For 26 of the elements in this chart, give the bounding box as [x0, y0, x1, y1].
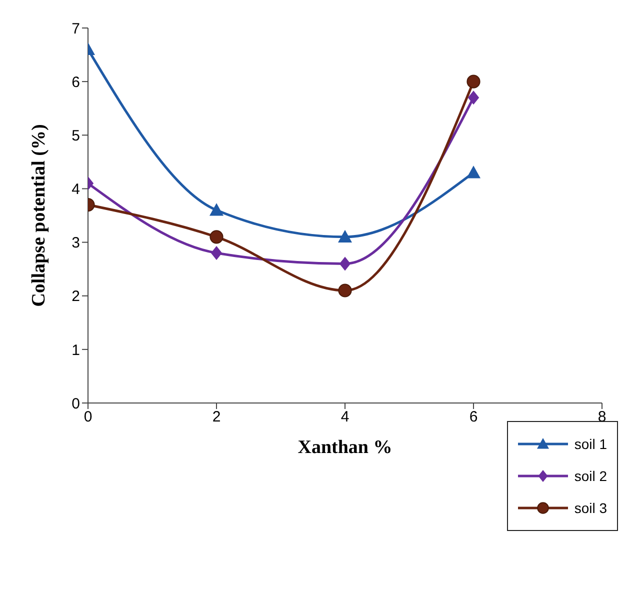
y-tick-label: 4: [72, 181, 80, 198]
point: [210, 246, 222, 260]
point: [466, 74, 480, 88]
point: [338, 284, 352, 298]
y-tick-label: 5: [72, 127, 80, 144]
x-tick-label: 4: [340, 408, 350, 426]
point: [338, 230, 352, 243]
point: [210, 230, 224, 244]
legend-label: soil 1: [574, 436, 607, 452]
x-axis-title: Xanthan %: [298, 437, 392, 458]
point: [468, 90, 480, 105]
y-tick-label: 2: [72, 288, 80, 306]
point: [339, 256, 351, 271]
y-axis-title: Collapse potential (%): [28, 124, 50, 307]
legend-label: soil 2: [574, 468, 607, 484]
legend-label: soil 3: [574, 500, 607, 516]
x-tick-label: 2: [212, 408, 221, 426]
y-tick-label: 0: [72, 395, 80, 412]
point: [210, 203, 224, 216]
y-tick-label: 7: [72, 20, 80, 38]
y-tick-label: 1: [72, 342, 80, 359]
point: [466, 166, 480, 178]
x-tick-label: 6: [469, 408, 478, 426]
x-tick-label: 0: [84, 408, 92, 426]
y-tick-label: 3: [72, 234, 80, 252]
y-tick-label: 6: [72, 74, 80, 91]
